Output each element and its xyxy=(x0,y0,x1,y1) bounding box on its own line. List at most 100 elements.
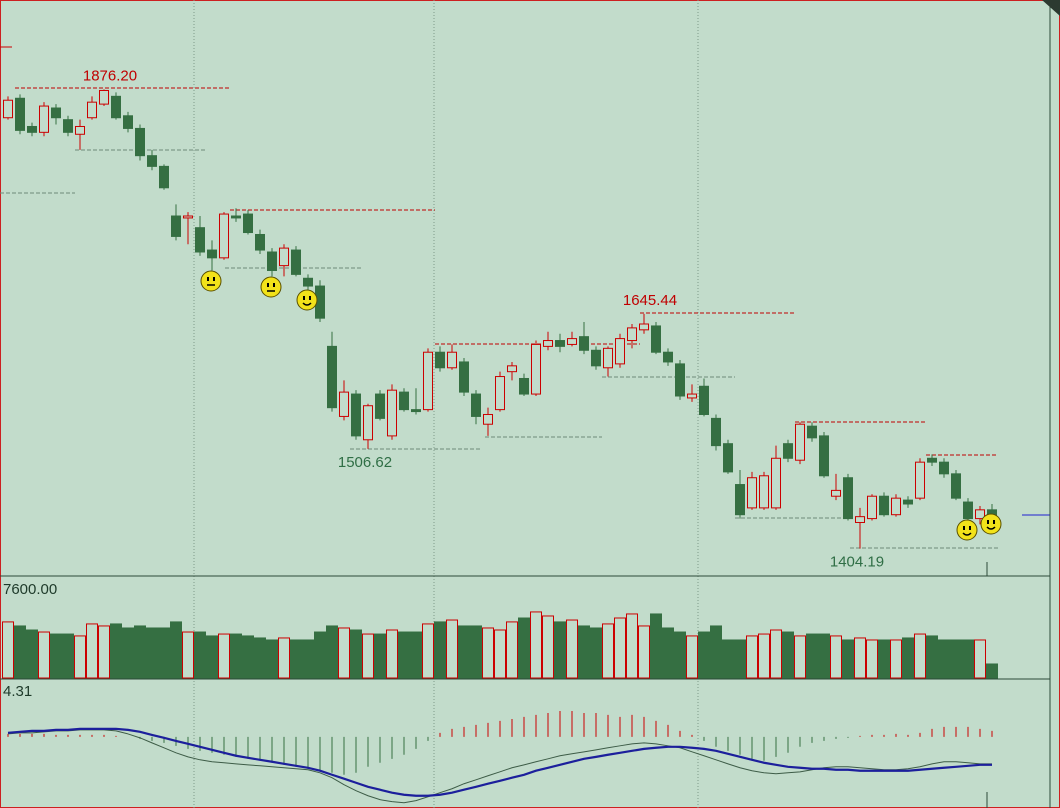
candle-body xyxy=(147,155,157,167)
candle-body xyxy=(3,99,13,119)
volume-bar xyxy=(770,629,782,679)
candle-body xyxy=(975,509,985,520)
volume-bar xyxy=(62,633,74,679)
candle-body xyxy=(783,443,793,459)
volume-bar xyxy=(542,615,554,679)
volume-bar xyxy=(818,633,830,679)
volume-bar xyxy=(686,635,698,679)
y-tick-label: 4.31 xyxy=(3,683,32,700)
candle-body xyxy=(663,351,673,363)
candle-body xyxy=(363,405,373,441)
volume-bar xyxy=(674,631,686,679)
volume-bar xyxy=(746,635,758,679)
candle-body xyxy=(507,365,517,373)
volume-bar xyxy=(14,625,26,679)
candle-body xyxy=(819,435,829,477)
candle-body xyxy=(915,461,925,499)
volume-bar xyxy=(902,637,914,679)
corner xyxy=(1042,0,1060,16)
volume-bar xyxy=(734,639,746,679)
candle-body xyxy=(111,95,121,119)
candle-body xyxy=(291,249,301,275)
volume-bar xyxy=(890,639,902,679)
volume-bar xyxy=(326,625,338,679)
candle-body xyxy=(747,477,757,509)
volume-bar xyxy=(722,639,734,679)
candle-body xyxy=(711,417,721,447)
candle-body xyxy=(483,413,493,425)
candle-body xyxy=(387,389,397,437)
volume-bar xyxy=(518,617,530,679)
volume-bar xyxy=(230,633,242,679)
volume-bar xyxy=(698,631,710,679)
candle-body xyxy=(723,443,733,473)
candle-body xyxy=(123,115,133,129)
smiley-icon xyxy=(956,519,978,541)
volume-bar xyxy=(302,639,314,679)
volume-bar xyxy=(398,631,410,679)
candle-body xyxy=(135,127,145,157)
volume-bar xyxy=(26,629,38,679)
candle-body xyxy=(207,249,217,259)
volume-bar xyxy=(710,625,722,679)
volume-bar xyxy=(134,625,146,679)
candle-body xyxy=(699,385,709,415)
volume-bar xyxy=(758,633,770,679)
volume-bar xyxy=(494,629,506,679)
volume-bar xyxy=(926,635,938,679)
smiley-icon xyxy=(296,289,318,311)
volume-bar xyxy=(614,617,626,679)
volume-bar xyxy=(854,637,866,679)
volume-bar xyxy=(38,631,50,679)
candle-body xyxy=(63,119,73,133)
candle-body xyxy=(735,484,745,516)
candle-body xyxy=(339,391,349,417)
candle-body xyxy=(567,338,577,345)
candle-body xyxy=(447,351,457,369)
volume-bar xyxy=(182,631,194,679)
candle-body xyxy=(219,213,229,259)
volume-bar xyxy=(74,635,86,679)
candle-body xyxy=(375,393,385,419)
candle-body xyxy=(267,251,277,271)
candle-body xyxy=(27,125,37,133)
candle-body xyxy=(195,227,205,253)
volume-bar xyxy=(254,637,266,679)
volume-bar xyxy=(938,639,950,679)
volume-bar xyxy=(218,633,230,679)
y-tick-label: 7600.00 xyxy=(3,581,57,598)
volume-bar xyxy=(806,633,818,679)
candle-body xyxy=(627,327,637,342)
candle-body xyxy=(759,475,769,509)
candle-body xyxy=(399,391,409,411)
high-label: 1876.20 xyxy=(83,67,137,84)
volume-bar xyxy=(338,627,350,679)
candle-body xyxy=(843,477,853,520)
low-label: 1506.62 xyxy=(338,454,392,471)
candle-body xyxy=(927,457,937,463)
candle-body xyxy=(411,409,421,413)
volume-bar xyxy=(374,633,386,679)
candle-body xyxy=(555,340,565,347)
volume-bar xyxy=(626,613,638,679)
low-label: 1404.19 xyxy=(830,554,884,571)
volume-bar xyxy=(86,623,98,679)
volume-bar xyxy=(638,625,650,679)
candle-body xyxy=(159,165,169,189)
signals xyxy=(200,270,1002,541)
volume-bar xyxy=(146,627,158,679)
volume-bar xyxy=(410,631,422,679)
candle-body xyxy=(675,363,685,397)
smiley-icon xyxy=(980,513,1002,535)
candle-body xyxy=(519,377,529,395)
candle-body xyxy=(351,393,361,437)
volume-bar xyxy=(782,631,794,679)
candle-body xyxy=(807,425,817,439)
volume-bar xyxy=(662,627,674,679)
volume-bar xyxy=(434,621,446,679)
candle-body xyxy=(615,338,625,365)
volume-bar xyxy=(530,611,542,679)
volume-bar xyxy=(650,613,662,679)
smiley-icon xyxy=(200,270,222,292)
